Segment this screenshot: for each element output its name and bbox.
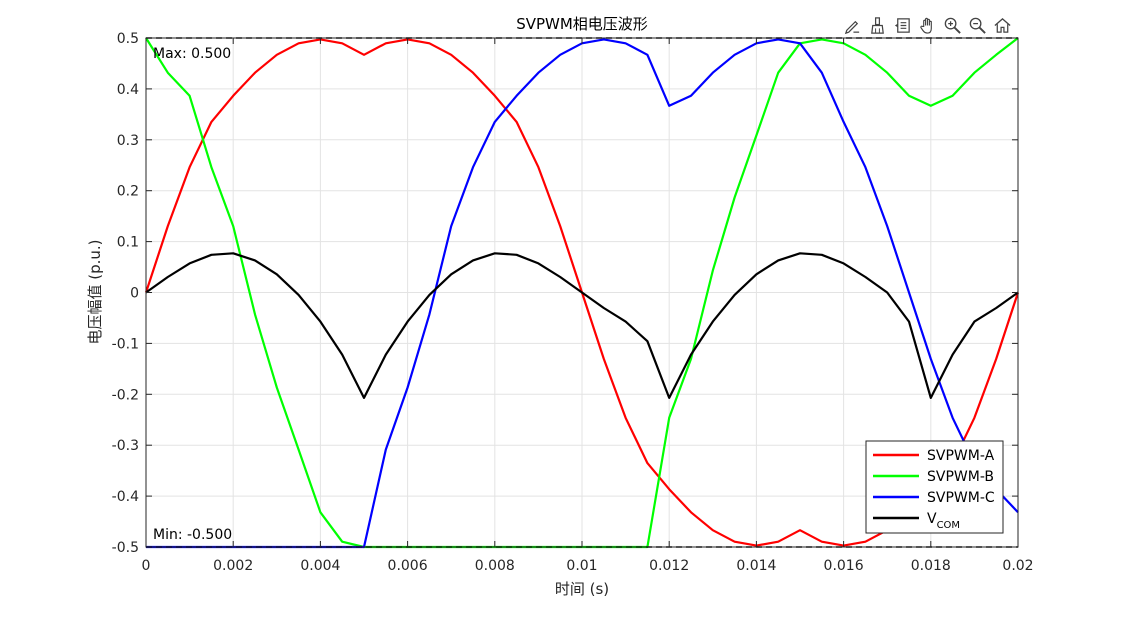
zoom-out-icon[interactable] <box>967 15 988 36</box>
axis-ticks: 0 0.002 0.004 0.006 0.008 0.01 0.012 0.014 0.016… <box>112 31 1034 574</box>
chart-title: SVPWM相电压波形 <box>516 15 648 33</box>
axes-toolbar <box>842 12 1013 38</box>
x-axis-label: 时间 (s) <box>555 580 609 598</box>
reference-line-label: Max: 0.500 <box>153 46 231 62</box>
y-tick-label: 0.1 <box>117 235 139 251</box>
y-axis-label: 电压幅值 (p.u.) <box>86 239 104 344</box>
legend-label: SVPWM-C <box>927 490 995 506</box>
x-tick-label: 0.016 <box>824 558 864 574</box>
y-tick-label: 0.2 <box>117 184 139 200</box>
x-tick-label: 0 <box>142 558 151 574</box>
y-tick-label: 0 <box>130 286 139 302</box>
y-tick-label: 0.4 <box>117 82 139 98</box>
reference-line-label: Min: -0.500 <box>153 527 232 543</box>
x-tick-label: 0.002 <box>213 558 253 574</box>
x-tick-label: 0.02 <box>1002 558 1033 574</box>
zoom-in-icon[interactable] <box>942 15 963 36</box>
x-tick-label: 0.006 <box>388 558 428 574</box>
y-tick-label: -0.1 <box>112 336 139 352</box>
legend-label: SVPWM-B <box>927 469 994 485</box>
series-line-vcom <box>145 252 1019 399</box>
datatip-icon[interactable] <box>892 15 913 36</box>
x-tick-label: 0.008 <box>475 558 515 574</box>
y-tick-label: -0.5 <box>112 540 139 556</box>
y-tick-label: 0.5 <box>117 31 139 47</box>
legend-label: SVPWM-A <box>927 448 995 464</box>
y-tick-label: -0.4 <box>112 489 139 505</box>
x-tick-label: 0.01 <box>566 558 597 574</box>
x-tick-label: 0.014 <box>736 558 776 574</box>
x-tick-label: 0.018 <box>911 558 951 574</box>
edit-icon[interactable] <box>842 15 863 36</box>
brush-icon[interactable] <box>867 15 888 36</box>
home-icon[interactable] <box>992 15 1013 36</box>
pan-icon[interactable] <box>917 15 938 36</box>
y-tick-label: 0.3 <box>117 133 139 149</box>
y-tick-label: -0.3 <box>112 438 139 454</box>
x-tick-label: 0.004 <box>300 558 340 574</box>
y-tick-label: -0.2 <box>112 387 139 403</box>
x-tick-label: 0.012 <box>649 558 689 574</box>
